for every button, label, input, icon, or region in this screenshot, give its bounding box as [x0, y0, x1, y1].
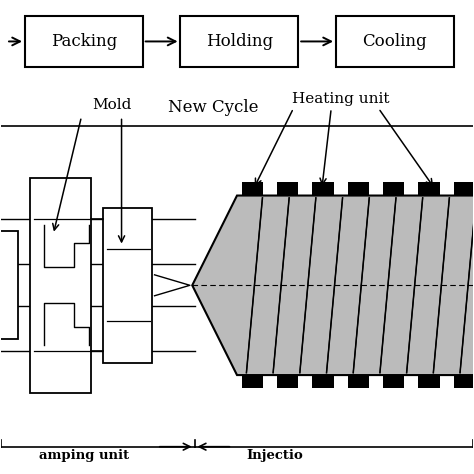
Text: New Cycle: New Cycle: [168, 99, 259, 116]
Bar: [348, 182, 369, 196]
Bar: [103, 208, 152, 363]
Bar: [419, 182, 439, 196]
Text: amping unit: amping unit: [39, 449, 129, 462]
Text: Holding: Holding: [206, 33, 273, 50]
Bar: [419, 375, 439, 388]
Bar: [242, 375, 263, 388]
Bar: [0, 231, 18, 339]
Bar: [348, 375, 369, 388]
Polygon shape: [155, 275, 190, 296]
Bar: [312, 182, 334, 196]
Bar: [242, 182, 263, 196]
Bar: [383, 182, 404, 196]
Bar: [25, 16, 143, 67]
Text: Cooling: Cooling: [363, 33, 427, 50]
Text: Mold: Mold: [92, 98, 132, 112]
Bar: [181, 16, 298, 67]
Bar: [454, 182, 474, 196]
Bar: [383, 375, 404, 388]
Bar: [30, 178, 91, 393]
Bar: [277, 182, 298, 196]
Polygon shape: [192, 196, 474, 375]
Text: Injectio: Injectio: [246, 449, 303, 462]
Text: Heating unit: Heating unit: [292, 92, 390, 106]
Bar: [277, 375, 298, 388]
Bar: [336, 16, 454, 67]
Bar: [312, 375, 334, 388]
Bar: [454, 375, 474, 388]
Text: Packing: Packing: [51, 33, 117, 50]
